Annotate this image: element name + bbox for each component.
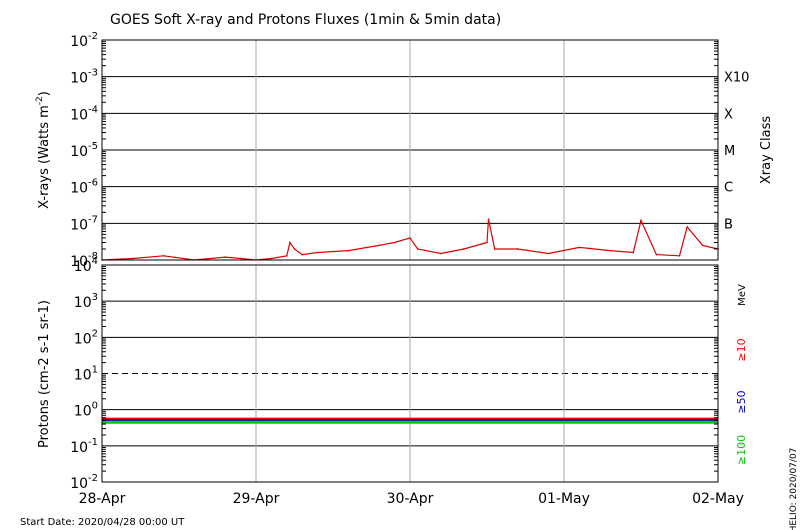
xray-flux-point (701, 244, 704, 247)
xray-class-label: X (724, 107, 733, 122)
xray-class-label: M (724, 144, 735, 159)
proton-y-tick-label: 101 (74, 365, 98, 384)
x-day-label: 02-May (692, 491, 744, 507)
xray-flux-point (316, 251, 319, 254)
x-day-label: 30-Apr (387, 491, 434, 507)
proton-y-tick-label: 104 (74, 256, 98, 275)
xray-flux-point (517, 248, 519, 250)
mev-unit-label: MeV (737, 284, 748, 306)
x-day-label: 28-Apr (79, 491, 126, 507)
xray-flux-point (487, 218, 490, 220)
xray-flux-point (132, 257, 134, 260)
xray-flux-point (289, 241, 291, 244)
xray-y-tick-label: 10-5 (70, 141, 98, 160)
xray-class-label: C (724, 181, 733, 196)
xray-y-tick-label: 10-7 (70, 214, 98, 233)
proton-y-axis-label: Protons (cm-2 s-1 sr-1) (37, 300, 52, 448)
xray-panel: 10-8 10-7 10-6 10-5 10-4 10-3 10-2 B C M X X10 Xra… (35, 31, 774, 270)
xray-flux-series (101, 218, 719, 261)
chart-title: GOES Soft X-ray and Protons Fluxes (1min… (110, 12, 501, 28)
xray-panel-frame (101, 39, 719, 261)
proton-legend-entry: ≥50 (735, 390, 748, 413)
x-day-label: 01-May (538, 491, 590, 507)
xray-flux-point (301, 253, 304, 256)
xray-y-tick-label: 10-6 (70, 178, 98, 197)
xray-y-tick-label: 10-8 (70, 251, 98, 270)
xray-flux-point (632, 251, 635, 254)
proton-y-tick-label: 102 (74, 328, 98, 347)
xray-class-axis-label: Xray Class (759, 116, 774, 184)
xray-flux-point (378, 244, 381, 247)
xray-flux-point (270, 257, 273, 260)
xray-flux-point (547, 252, 550, 255)
proton-legend-entry: ≥100 (735, 435, 748, 465)
xray-flux-point (224, 256, 226, 258)
xray-flux-point (347, 249, 350, 252)
xray-class-label: B (724, 217, 733, 232)
xray-y-tick-label: 10-2 (70, 31, 98, 50)
proton-y-tick-label: 10-2 (70, 473, 98, 492)
xray-flux-point (609, 249, 611, 252)
xray-flux-point (409, 237, 411, 239)
proton-legend-entry: ≥10 (735, 338, 748, 361)
xray-flux-point (393, 241, 396, 244)
xray-flux-point (578, 246, 581, 249)
xray-flux-point (486, 241, 488, 244)
proton-y-tick-label: 100 (74, 401, 98, 420)
xray-flux-point (440, 252, 442, 255)
xray-flux-point (493, 248, 496, 250)
x-day-label: 29-Apr (233, 491, 280, 507)
start-date-label: Start Date: 2020/04/28 00:00 UT (20, 517, 185, 528)
xray-flux-point (293, 248, 296, 250)
xray-flux-point (686, 226, 688, 228)
xray-y-tick-label: 10-4 (70, 104, 98, 123)
xray-flux-point (239, 257, 242, 260)
proton-y-tick-label: 103 (74, 292, 98, 311)
xray-flux-point (286, 255, 288, 257)
credit-label: HELIO: 2020/07/07 (789, 448, 799, 530)
xray-flux-point (416, 248, 419, 250)
xray-y-axis-label: X-rays (Watts m-2) (35, 91, 52, 209)
proton-panel: 10-2 10-1 100 101 102 103 104 Protons (cm-2 s-… (37, 256, 748, 492)
xray-flux-point (640, 219, 642, 222)
xray-flux-point (162, 255, 165, 257)
xray-flux-point (678, 255, 681, 257)
xray-flux-point (463, 248, 465, 250)
xray-flux-point (655, 253, 658, 256)
xray-class-label: X10 (724, 71, 749, 86)
proton-y-tick-label: 10-1 (70, 437, 98, 456)
xray-y-tick-label: 10-3 (70, 68, 98, 87)
proton-panel-frame (101, 264, 719, 483)
